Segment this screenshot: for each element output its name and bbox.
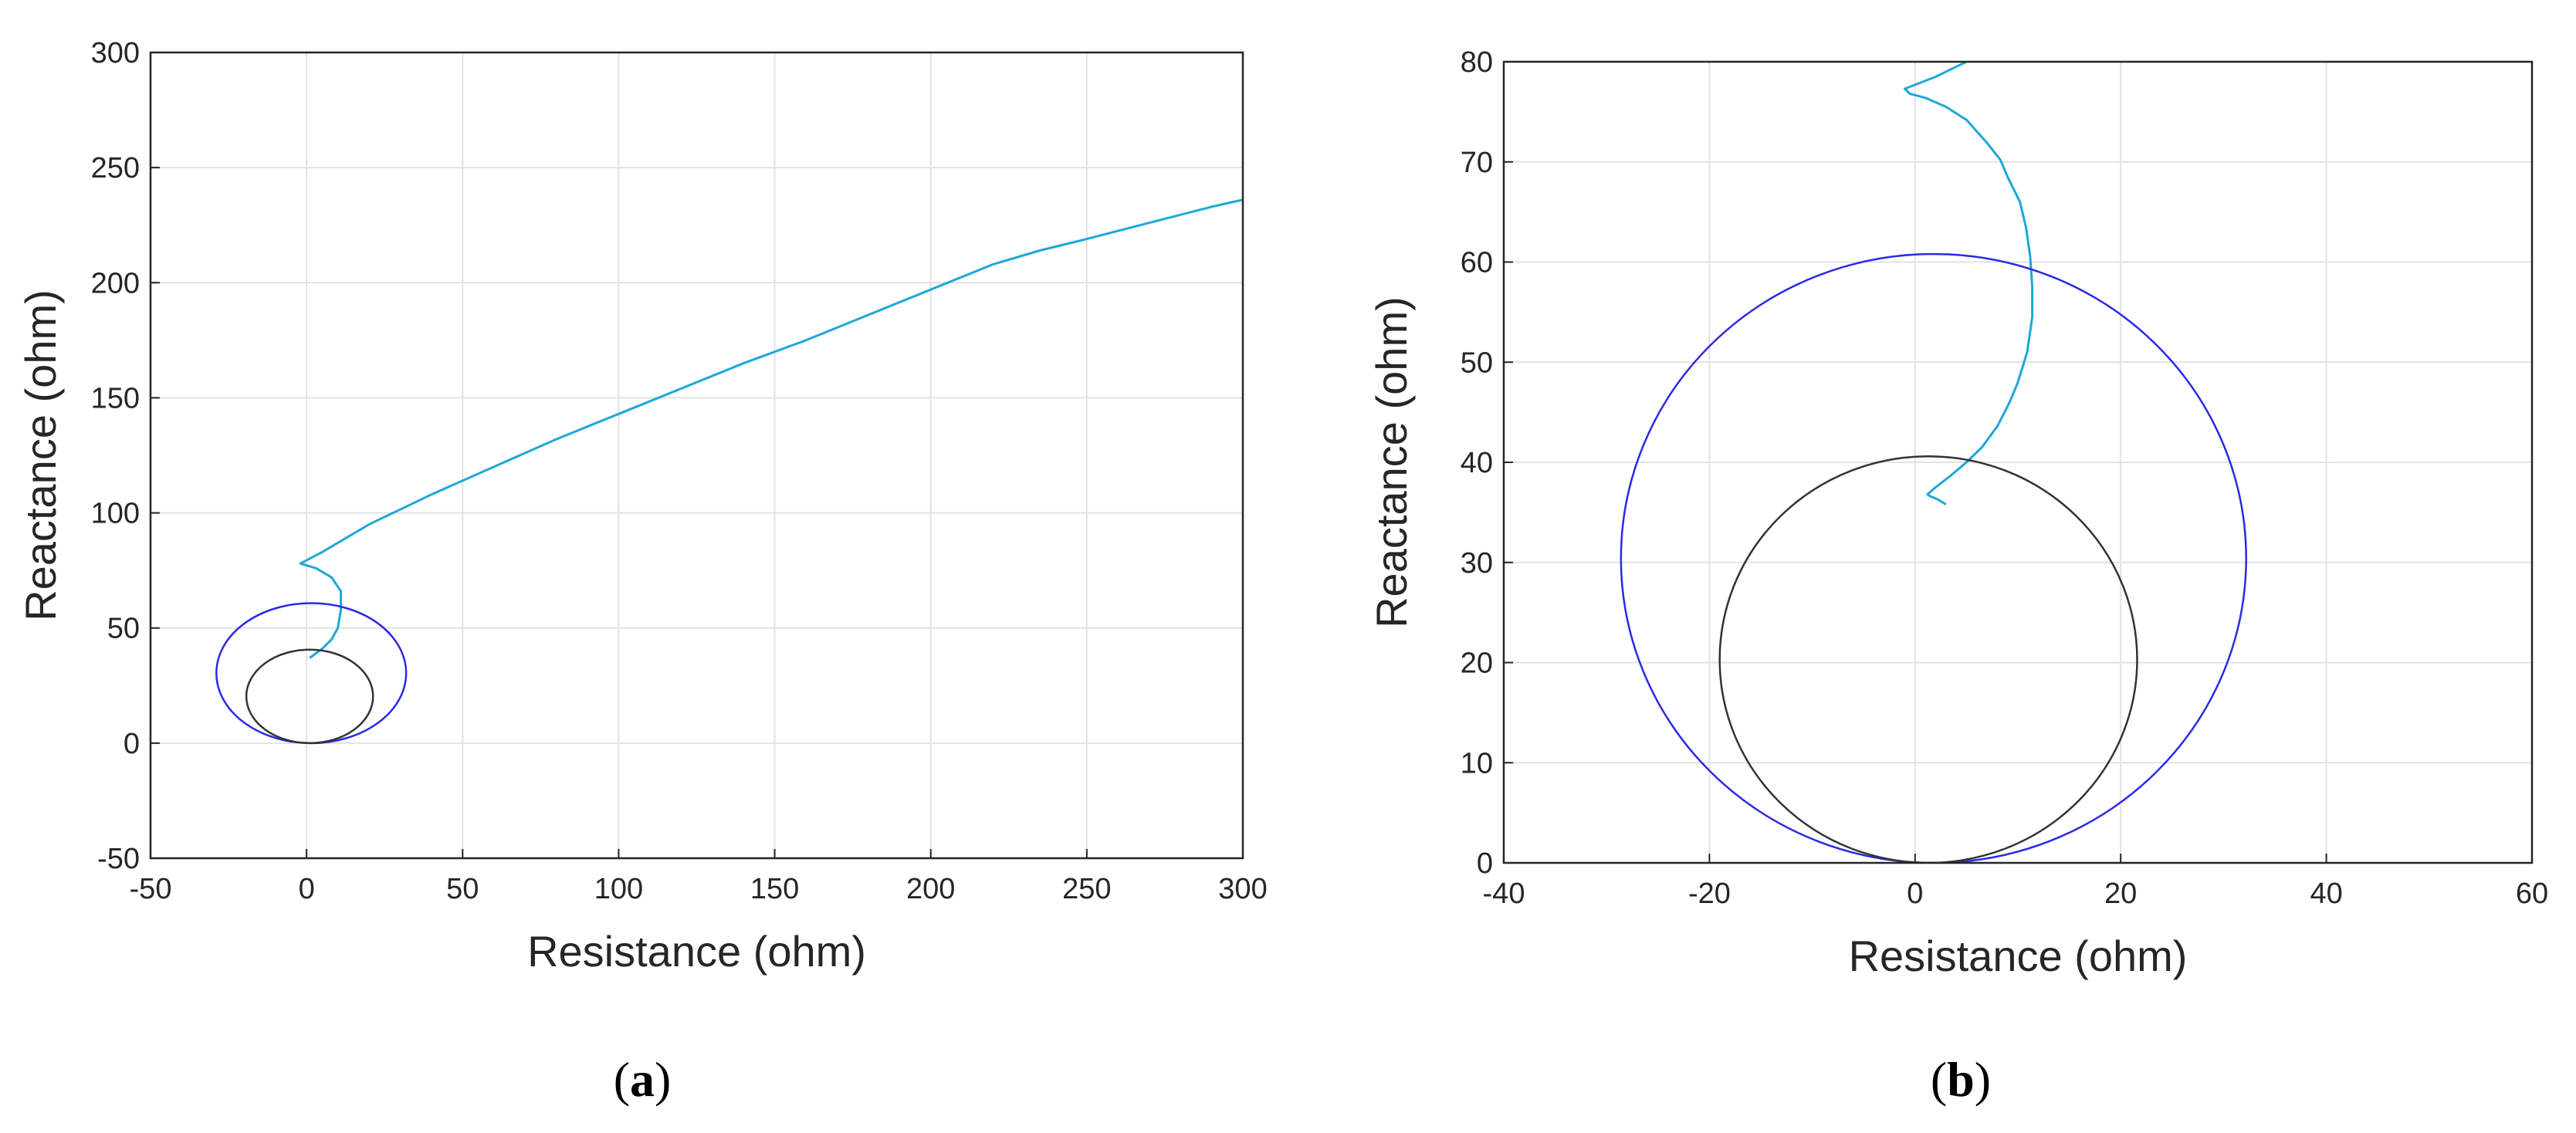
series-group xyxy=(215,198,1243,745)
x-tick-label: -50 xyxy=(130,873,172,905)
x-tick-label: 0 xyxy=(299,873,315,905)
y-tick-label: 70 xyxy=(1461,147,1493,179)
caption-a: (a) xyxy=(614,1052,672,1107)
y-tick-label: 100 xyxy=(91,498,140,530)
y-tick-label: 20 xyxy=(1461,648,1493,680)
x-tick-label: 300 xyxy=(1218,873,1267,905)
x-tick-label: 250 xyxy=(1062,873,1111,905)
y-tick-label: 150 xyxy=(91,382,140,414)
y-tick-label: 200 xyxy=(91,267,140,299)
x-axis-label: Resistance (ohm) xyxy=(1849,932,2188,980)
y-tick-label: -50 xyxy=(97,843,140,875)
x-axis-label: Resistance (ohm) xyxy=(527,927,866,976)
caption-b-letter: b xyxy=(1947,1052,1975,1107)
x-tick-label: 100 xyxy=(594,873,643,905)
inner-circle xyxy=(245,648,374,745)
y-tick-label: 300 xyxy=(91,37,140,69)
impedance-trajectory xyxy=(299,198,1243,659)
y-tick-label: 50 xyxy=(107,613,140,645)
y-tick-label: 60 xyxy=(1461,247,1493,279)
x-tick-label: 150 xyxy=(750,873,799,905)
plot-area xyxy=(151,52,1243,858)
y-tick-label: 30 xyxy=(1461,547,1493,580)
x-tick-label: 200 xyxy=(906,873,955,905)
y-tick-label: 80 xyxy=(1461,46,1493,79)
x-tick-label: 0 xyxy=(1907,878,1923,910)
chart-panel-a: -50 0 50 100 150 200 250 300 -50 0 50 100 150 200 250 3… xyxy=(16,37,1268,976)
y-axis-label: Reactance (ohm) xyxy=(1367,296,1416,628)
outer-circle xyxy=(1620,252,2247,863)
x-tick-label: 50 xyxy=(446,873,479,905)
caption-a-letter: a xyxy=(630,1052,655,1107)
x-tick-label: 60 xyxy=(2516,878,2548,910)
y-tick-label: 0 xyxy=(124,728,140,760)
x-tick-label: -20 xyxy=(1688,878,1731,910)
y-tick-label: 50 xyxy=(1461,347,1493,379)
chart-panel-b: -40 -20 0 20 40 60 0 10 20 30 40 50 60 70 80 Resistance… xyxy=(1367,46,2548,980)
x-tick-label: 20 xyxy=(2104,878,2137,910)
y-tick-label: 0 xyxy=(1477,847,1493,880)
axes-box xyxy=(149,51,1244,860)
caption-b: (b) xyxy=(1931,1052,1991,1107)
impedance-trajectory xyxy=(1904,62,2034,506)
y-tick-label: 10 xyxy=(1461,747,1493,780)
x-tick-label: -40 xyxy=(1483,878,1525,910)
x-tick-label: 40 xyxy=(2310,878,2342,910)
y-axis-label: Reactance (ohm) xyxy=(16,289,65,621)
y-tick-label: 250 xyxy=(91,152,140,184)
y-tick-label: 40 xyxy=(1461,447,1493,479)
